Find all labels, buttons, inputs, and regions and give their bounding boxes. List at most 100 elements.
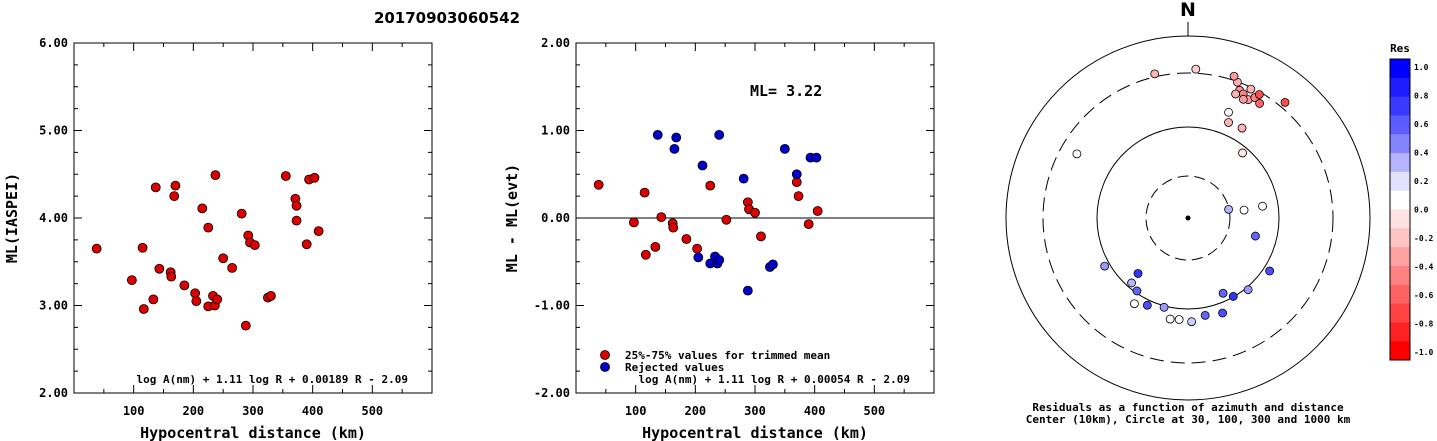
colorbar-segment xyxy=(1390,134,1410,154)
station-marker xyxy=(1238,94,1248,104)
panel-residual-vs-distance: Hypocentral distance (km) ML - ML(evt) M… xyxy=(503,36,935,441)
rejected-point xyxy=(791,169,802,180)
data-point xyxy=(309,172,320,183)
legend-marker-trimmed xyxy=(600,350,610,360)
trimmed-point xyxy=(668,222,679,233)
station-marker xyxy=(1229,71,1239,81)
station-marker xyxy=(1243,285,1253,295)
colorbar-segment xyxy=(1390,59,1410,79)
x-tick-label-1: 200 xyxy=(182,404,204,418)
colorbar-segment xyxy=(1390,322,1410,342)
data-point xyxy=(291,215,302,226)
station-marker xyxy=(1133,269,1143,278)
colorbar-segment xyxy=(1390,115,1410,135)
x-axis-label-2: Hypocentral distance (km) xyxy=(642,424,868,441)
colorbar-tick-label: 0.4 xyxy=(1414,149,1429,158)
data-point xyxy=(154,263,165,274)
data-point xyxy=(179,280,190,291)
formula-1: log A(nm) + 1.11 log R + 0.00189 R - 2.0… xyxy=(136,373,408,386)
rejected-point xyxy=(714,255,725,265)
station-marker xyxy=(1174,315,1184,324)
colorbar-segment xyxy=(1390,77,1410,98)
colorbar-tick-label: -0.4 xyxy=(1414,263,1433,272)
colorbar-segment xyxy=(1390,209,1410,229)
station-marker xyxy=(1165,314,1175,324)
x-tick-label-2: 400 xyxy=(804,404,826,418)
figure-title: 20170903060542 xyxy=(374,9,520,27)
rejected-point xyxy=(652,129,663,140)
colorbar-tick-label: 0.0 xyxy=(1414,206,1429,215)
data-point xyxy=(291,200,302,211)
colorbar-segment xyxy=(1390,228,1410,248)
y-tick-label-1: 2.00 xyxy=(39,386,68,400)
station-marker xyxy=(1127,278,1136,288)
data-point xyxy=(210,170,221,181)
station-marker xyxy=(1255,99,1264,108)
trimmed-point xyxy=(756,231,766,242)
rejected-point xyxy=(742,285,753,296)
x-tick-label-2: 200 xyxy=(684,404,706,418)
colorbar-segment xyxy=(1390,190,1410,210)
y-axis-label-1: ML(IASPEI) xyxy=(3,173,21,263)
circle-300km xyxy=(1042,72,1334,364)
station-marker xyxy=(1265,266,1275,276)
colorbar-segment xyxy=(1390,341,1410,361)
y-tick-label-1: 6.00 xyxy=(39,36,68,50)
colorbar-frame xyxy=(1389,58,1411,361)
x-tick-label-1: 100 xyxy=(123,404,145,418)
data-point xyxy=(218,253,229,264)
station-marker xyxy=(1224,107,1233,117)
trimmed-point xyxy=(793,191,804,202)
data-point xyxy=(301,239,312,250)
station-marker xyxy=(1132,286,1142,296)
station-marker xyxy=(1159,302,1169,312)
circle-100km xyxy=(1096,126,1280,310)
north-label: N xyxy=(1180,0,1196,21)
station-marker xyxy=(1072,149,1082,159)
station-marker xyxy=(1254,90,1264,99)
y-tick-label-2: 0.00 xyxy=(541,211,570,225)
colorbar-tick-label: 0.8 xyxy=(1414,92,1429,101)
station-marker xyxy=(1237,123,1247,133)
data-point xyxy=(91,243,102,254)
epicenter-dot xyxy=(1185,215,1191,221)
rejected-point xyxy=(671,132,682,143)
data-point xyxy=(240,320,251,331)
trimmed-point xyxy=(705,180,716,191)
outer-circle xyxy=(1005,35,1371,401)
x-tick-label-2: 100 xyxy=(625,404,647,418)
x-tick-label-2: 500 xyxy=(863,404,885,418)
station-marker xyxy=(1251,231,1260,241)
station-marker xyxy=(1224,118,1233,127)
circle-30km xyxy=(1145,175,1231,261)
data-point xyxy=(138,304,149,314)
station-marker xyxy=(1218,308,1227,318)
y-tick-label-2: -2.00 xyxy=(534,386,570,400)
trimmed-point xyxy=(681,234,692,244)
data-point xyxy=(169,191,180,202)
colorbar-segment xyxy=(1390,284,1410,305)
rejected-point xyxy=(811,152,822,163)
data-point xyxy=(313,226,324,237)
station-marker xyxy=(1100,261,1110,271)
trimmed-point xyxy=(692,243,703,254)
x-tick-label-1: 300 xyxy=(242,404,264,418)
colorbar-tick-label: 0.6 xyxy=(1414,120,1429,129)
legend-marker-rejected xyxy=(600,362,610,372)
colorbar-title: Res xyxy=(1390,42,1410,55)
trimmed-point xyxy=(803,219,814,230)
colorbar-tick-label: -0.2 xyxy=(1414,234,1433,243)
station-marker xyxy=(1258,201,1267,211)
colorbar-segment xyxy=(1390,153,1410,173)
data-point xyxy=(137,242,148,253)
rejected-point xyxy=(697,160,708,171)
trimmed-point xyxy=(750,207,760,218)
data-point xyxy=(166,271,177,282)
rejected-point xyxy=(669,143,680,154)
trimmed-point xyxy=(656,212,667,223)
trimmed-point xyxy=(593,179,604,190)
y-tick-label-2: 2.00 xyxy=(541,36,570,50)
data-point xyxy=(212,294,223,305)
caption-line-2: Center (10km), Circle at 30, 100, 300 an… xyxy=(1026,413,1351,426)
